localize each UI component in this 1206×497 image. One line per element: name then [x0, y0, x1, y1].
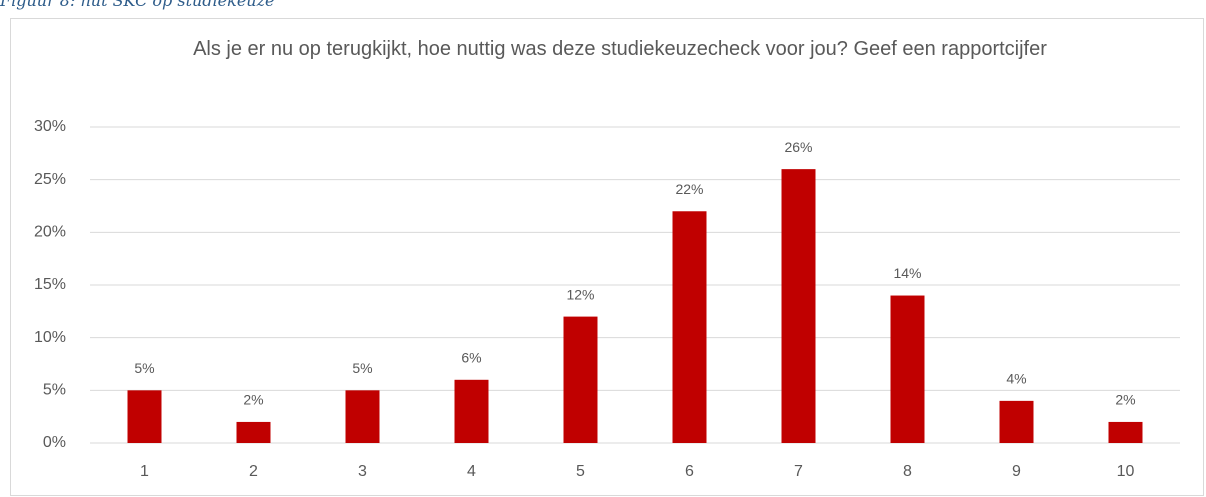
x-tick-label: 8 — [903, 463, 912, 480]
x-tick-label: 9 — [1012, 463, 1021, 480]
bar — [127, 390, 162, 443]
bar — [563, 316, 598, 443]
bar — [890, 295, 925, 443]
y-tick-label: 20% — [34, 224, 66, 241]
chart-title: Als je er nu op terugkijkt, hoe nuttig w… — [193, 38, 1047, 60]
x-tick-label: 7 — [794, 463, 803, 480]
data-label: 22% — [675, 181, 703, 197]
bar — [236, 421, 271, 443]
x-tick-label: 2 — [249, 463, 258, 480]
bar — [345, 390, 380, 443]
bar — [672, 211, 707, 443]
x-tick-label: 4 — [467, 463, 476, 480]
caption: Figuur 8: nut SKC op studiekeuze — [0, 0, 275, 10]
bar — [454, 379, 489, 443]
data-label: 26% — [784, 139, 812, 155]
x-tick-label: 1 — [140, 463, 149, 480]
y-tick-label: 15% — [34, 276, 66, 293]
data-label: 12% — [566, 286, 594, 302]
y-tick-label: 0% — [43, 434, 66, 451]
data-label: 5% — [134, 360, 154, 376]
bar — [1108, 421, 1143, 443]
x-tick-label: 5 — [576, 463, 585, 480]
data-label: 5% — [352, 360, 372, 376]
data-label: 2% — [1115, 392, 1135, 408]
y-tick-label: 10% — [34, 329, 66, 346]
x-tick-label: 6 — [685, 463, 694, 480]
data-label: 2% — [243, 392, 263, 408]
bar — [781, 169, 816, 443]
data-label: 14% — [893, 265, 921, 281]
y-tick-label: 25% — [34, 171, 66, 188]
x-tick-label: 3 — [358, 463, 367, 480]
y-tick-label: 30% — [34, 118, 66, 135]
chart-frame — [10, 18, 1204, 496]
bar — [999, 400, 1034, 443]
y-tick-label: 5% — [43, 382, 66, 399]
x-tick-label: 10 — [1117, 463, 1135, 480]
data-label: 6% — [461, 350, 481, 366]
data-label: 4% — [1006, 371, 1026, 387]
